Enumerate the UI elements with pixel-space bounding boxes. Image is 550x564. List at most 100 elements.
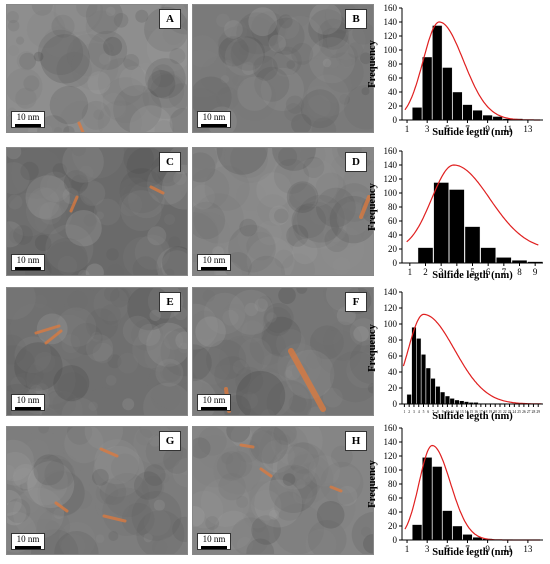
bar [411,327,417,405]
tem-grain [36,509,71,543]
bar [432,25,443,121]
tem-grain [261,409,275,415]
tem-grain [193,193,244,244]
tem-grain [193,490,224,529]
x-tick-label: 1 [408,267,413,277]
tem-grain [274,491,304,521]
tem-grain [163,330,184,350]
y-tick-label: 140 [384,160,398,170]
tem-grain [37,29,84,75]
tem-texture [193,148,373,275]
sulfide-slab-marker [102,514,127,523]
tem-grain [84,427,123,450]
tem-grain [320,225,365,271]
y-tick-label: 40 [388,87,398,97]
y-tick-label: 60 [388,216,398,226]
tem-grain [7,288,36,320]
tem-grain [53,5,103,35]
tem-grain [216,148,268,175]
tem-grain [63,126,75,132]
tem-grain [282,473,296,486]
tem-grain [67,427,93,445]
tem-grain [99,53,111,65]
tem-grain [273,503,325,554]
tem-grain [257,220,282,246]
tem-background [193,427,373,554]
bar [449,189,465,264]
tem-grain [272,446,316,490]
tem-grain [239,430,276,467]
tem-grain [62,148,104,183]
tem-grain [18,492,40,513]
tem-grain [164,214,176,225]
tem-grain [218,36,249,67]
x-tick-label: 4 [455,267,460,277]
tem-grain [53,126,63,132]
tem-grain [92,468,109,486]
tem-grain [257,194,289,226]
tem-grain [266,380,312,415]
tem-grain [360,52,372,65]
tem-grain [95,487,130,522]
y-tick-label: 20 [388,383,398,393]
scale-bar-label: 10 nm [202,534,226,544]
tem-grain [245,211,289,256]
tem-grain [195,316,226,347]
x-axis-label: Sulfide legth (nm) [432,127,513,138]
tem-grain [285,365,301,380]
tem-image-d: D 10 nm [192,147,374,276]
tem-grain [13,225,33,245]
tem-grain [71,148,86,157]
tem-grain [289,158,339,207]
tem-grain [218,473,246,501]
tem-grain [236,496,248,508]
tem-grain [236,12,279,55]
tem-grain [14,336,52,374]
bar [462,104,473,121]
x-tick-label: 8 [517,267,522,277]
panel-letter: H [345,431,367,451]
x-tick-label: 7 [432,410,434,414]
sulfide-slab-marker [99,447,119,458]
tem-grain [308,455,340,487]
scale-bar-line [201,546,227,549]
bar [430,378,436,405]
tem-grain [175,331,187,350]
scale-bar: 10 nm [11,111,45,128]
bar [480,247,496,264]
tem-grain [292,484,313,505]
tem-grain [254,298,268,312]
tem-grain [250,489,282,521]
tem-grain [251,11,286,47]
tem-grain [324,227,350,252]
tem-grain [224,19,247,43]
tem-grain [85,308,118,341]
tem-grain [323,218,347,243]
x-tick-label: 16 [474,410,478,414]
x-tick-label: 18 [484,410,488,414]
tem-grain [361,87,370,96]
tem-grain [31,5,53,16]
tem-grain [19,52,36,70]
sulfide-slab-marker [239,443,255,449]
tem-grain [146,322,187,367]
tem-grain [332,257,351,275]
tem-grain [49,85,89,125]
tem-grain [335,44,358,67]
tem-grain [269,509,280,520]
tem-grain [316,501,345,529]
tem-grain [106,263,125,275]
tem-grain [52,163,67,178]
y-tick-label: 80 [388,335,398,345]
sulfide-slab-marker [288,348,326,412]
scale-bar-label: 10 nm [202,255,226,265]
tem-grain [76,5,98,18]
tem-grain [63,288,108,333]
tem-grain [297,194,345,243]
y-tick-label: 120 [384,303,398,313]
scale-bar-label: 10 nm [16,395,40,405]
scale-bar-line [15,267,41,270]
tem-grain [155,348,187,387]
tem-grain [221,452,234,465]
